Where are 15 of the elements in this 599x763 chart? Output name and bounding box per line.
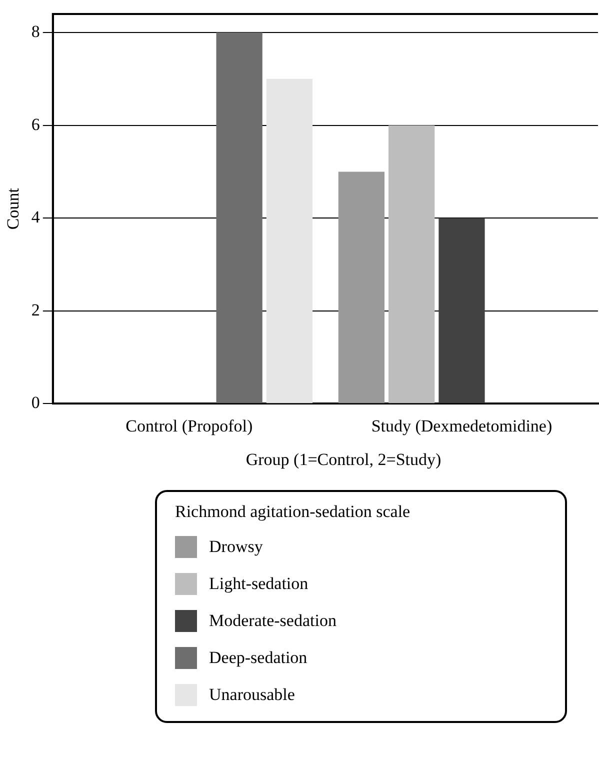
legend-label: Light-sedation — [209, 574, 308, 594]
y-axis-title: Count — [4, 188, 23, 230]
x-axis-title: Group (1=Control, 2=Study) — [244, 450, 442, 470]
y-tick-label: 0 — [31, 393, 40, 412]
legend-label: Moderate-sedation — [209, 610, 336, 630]
y-tick-label: 2 — [31, 300, 40, 320]
x-tick-label: Study (Dexmedetomidine) — [371, 416, 552, 436]
legend-title: Richmond agitation-sedation scale — [175, 502, 412, 522]
legend-label: Unarousable — [209, 684, 295, 704]
legend-label: Drowsy — [209, 536, 263, 556]
x-tick-label: Control (Propofol) — [126, 416, 253, 436]
legend-label: Deep-sedation — [209, 648, 308, 668]
y-tick-label: 4 — [31, 208, 40, 227]
y-tick-label: 8 — [31, 22, 40, 42]
y-tick-label: 6 — [31, 114, 40, 134]
